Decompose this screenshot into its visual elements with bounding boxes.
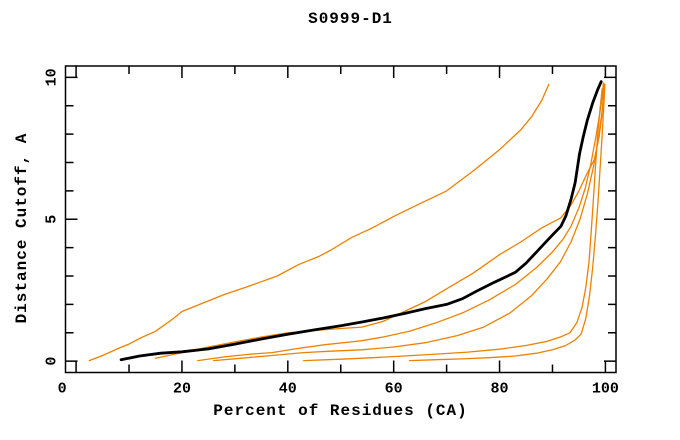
series-line-highlighted-model-black (119, 80, 603, 362)
x-tick-label: 80 (491, 381, 509, 398)
y-axis-label: Distance Cutoff, A (13, 132, 31, 324)
x-tick-label: 20 (173, 381, 191, 398)
x-tick-label: 0 (58, 381, 67, 398)
series-line-orange-model-3 (197, 82, 604, 362)
x-axis-label: Percent of Residues (CA) (213, 402, 468, 420)
x-tick-label: 60 (385, 381, 403, 398)
series-line-orange-model-1 (88, 83, 550, 362)
y-tick-label: 10 (44, 68, 61, 86)
series-line-orange-model-2 (154, 82, 605, 359)
x-tick-label: 100 (592, 381, 619, 398)
x-tick-label: 40 (279, 381, 297, 398)
series-line-orange-model-5 (303, 88, 603, 362)
y-tick-label: 5 (44, 215, 61, 224)
series-line-orange-model-4 (213, 85, 606, 362)
series-line-orange-model-6 (408, 83, 606, 362)
chart-title: S0999-D1 (308, 10, 393, 28)
y-tick-label: 0 (44, 357, 61, 366)
